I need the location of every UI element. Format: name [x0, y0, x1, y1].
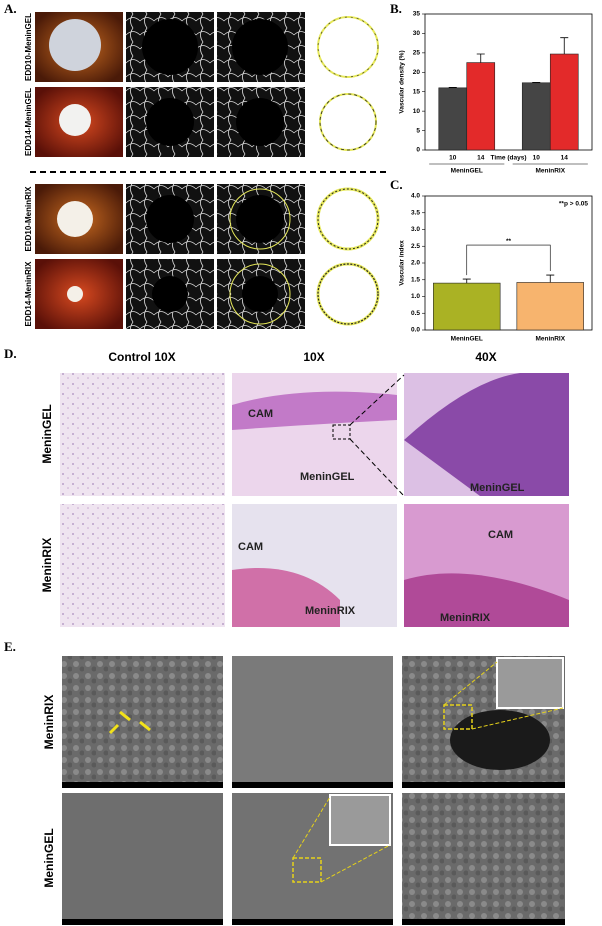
image-label: MeninRIX	[305, 605, 356, 617]
y-tick-label: 2.5	[411, 243, 420, 250]
bar	[516, 282, 584, 331]
x-tick-label: MeninGEL	[451, 168, 483, 175]
y-axis-label: Vascular index	[399, 240, 406, 286]
annotation: **p > 0.05	[559, 201, 588, 208]
row-label: EDD14-MeninGEL	[24, 88, 33, 156]
row-label: EDD14-MeninRIX	[24, 261, 33, 327]
image-label: MeninRIX	[440, 612, 491, 624]
y-tick-label: 0	[416, 147, 420, 154]
bar	[438, 87, 468, 151]
y-tick-label: 20	[413, 69, 421, 76]
row-label: MeninRIX	[42, 695, 56, 750]
image-label: CAM	[248, 408, 273, 420]
y-tick-label: 25	[413, 50, 421, 57]
panel-label: E.	[4, 639, 16, 654]
y-tick-label: 30	[413, 30, 421, 37]
x-tick-label: MeninRIX	[535, 168, 565, 175]
bar	[466, 62, 496, 151]
y-axis-label: Vascular density (%)	[399, 50, 406, 113]
bar	[521, 82, 551, 151]
panel-d-images	[60, 373, 569, 627]
x-axis-label: Time (days)	[490, 155, 526, 162]
series-label: 14	[561, 155, 569, 162]
y-tick-label: 5	[416, 127, 420, 134]
bracket-label: **	[506, 238, 512, 245]
bar	[549, 53, 579, 151]
panel-label: D.	[4, 346, 17, 361]
y-tick-label: 1.0	[411, 293, 420, 300]
y-tick-label: 4.0	[411, 193, 420, 200]
error-bar	[462, 278, 471, 284]
y-tick-label: 3.5	[411, 209, 420, 216]
y-tick-label: 15	[413, 88, 421, 95]
error-bar	[476, 53, 485, 63]
image-label: CAM	[488, 529, 513, 541]
row-label: EDD10-MeninGEL	[24, 13, 33, 81]
column-header: Control 10X	[108, 350, 175, 364]
image-label: MeninGEL	[300, 471, 355, 483]
panel-label: C.	[390, 177, 403, 192]
row-label: EDD10-MeninRIX	[24, 186, 33, 252]
y-tick-label: 35	[413, 11, 421, 18]
error-bar	[546, 274, 555, 283]
panel-e-images	[62, 656, 565, 925]
panel-label: A.	[4, 1, 17, 16]
series-label: 10	[533, 155, 541, 162]
y-tick-label: 10	[413, 108, 421, 115]
series-label: 14	[477, 155, 485, 162]
row-label: MeninRIX	[40, 538, 54, 593]
y-tick-label: 3.0	[411, 226, 420, 233]
panel-label: B.	[390, 1, 402, 16]
y-tick-label: 0.0	[411, 327, 420, 334]
image-label: CAM	[238, 541, 263, 553]
row-label: MeninGEL	[42, 828, 56, 887]
x-tick-label: MeninGEL	[451, 336, 483, 343]
image-label: MeninGEL	[470, 482, 525, 494]
y-tick-label: 0.5	[411, 310, 420, 317]
column-header: 40X	[475, 350, 496, 364]
plot-frame	[424, 13, 593, 151]
x-tick-label: MeninRIX	[535, 336, 565, 343]
column-header: 10X	[303, 350, 324, 364]
series-label: 10	[449, 155, 457, 162]
y-tick-label: 2.0	[411, 260, 420, 267]
row-label: MeninGEL	[40, 404, 54, 463]
bar	[433, 282, 501, 331]
panel-a-images	[30, 12, 388, 329]
error-bar	[560, 37, 569, 55]
significance-bracket	[466, 244, 551, 276]
y-tick-label: 1.5	[411, 276, 420, 283]
